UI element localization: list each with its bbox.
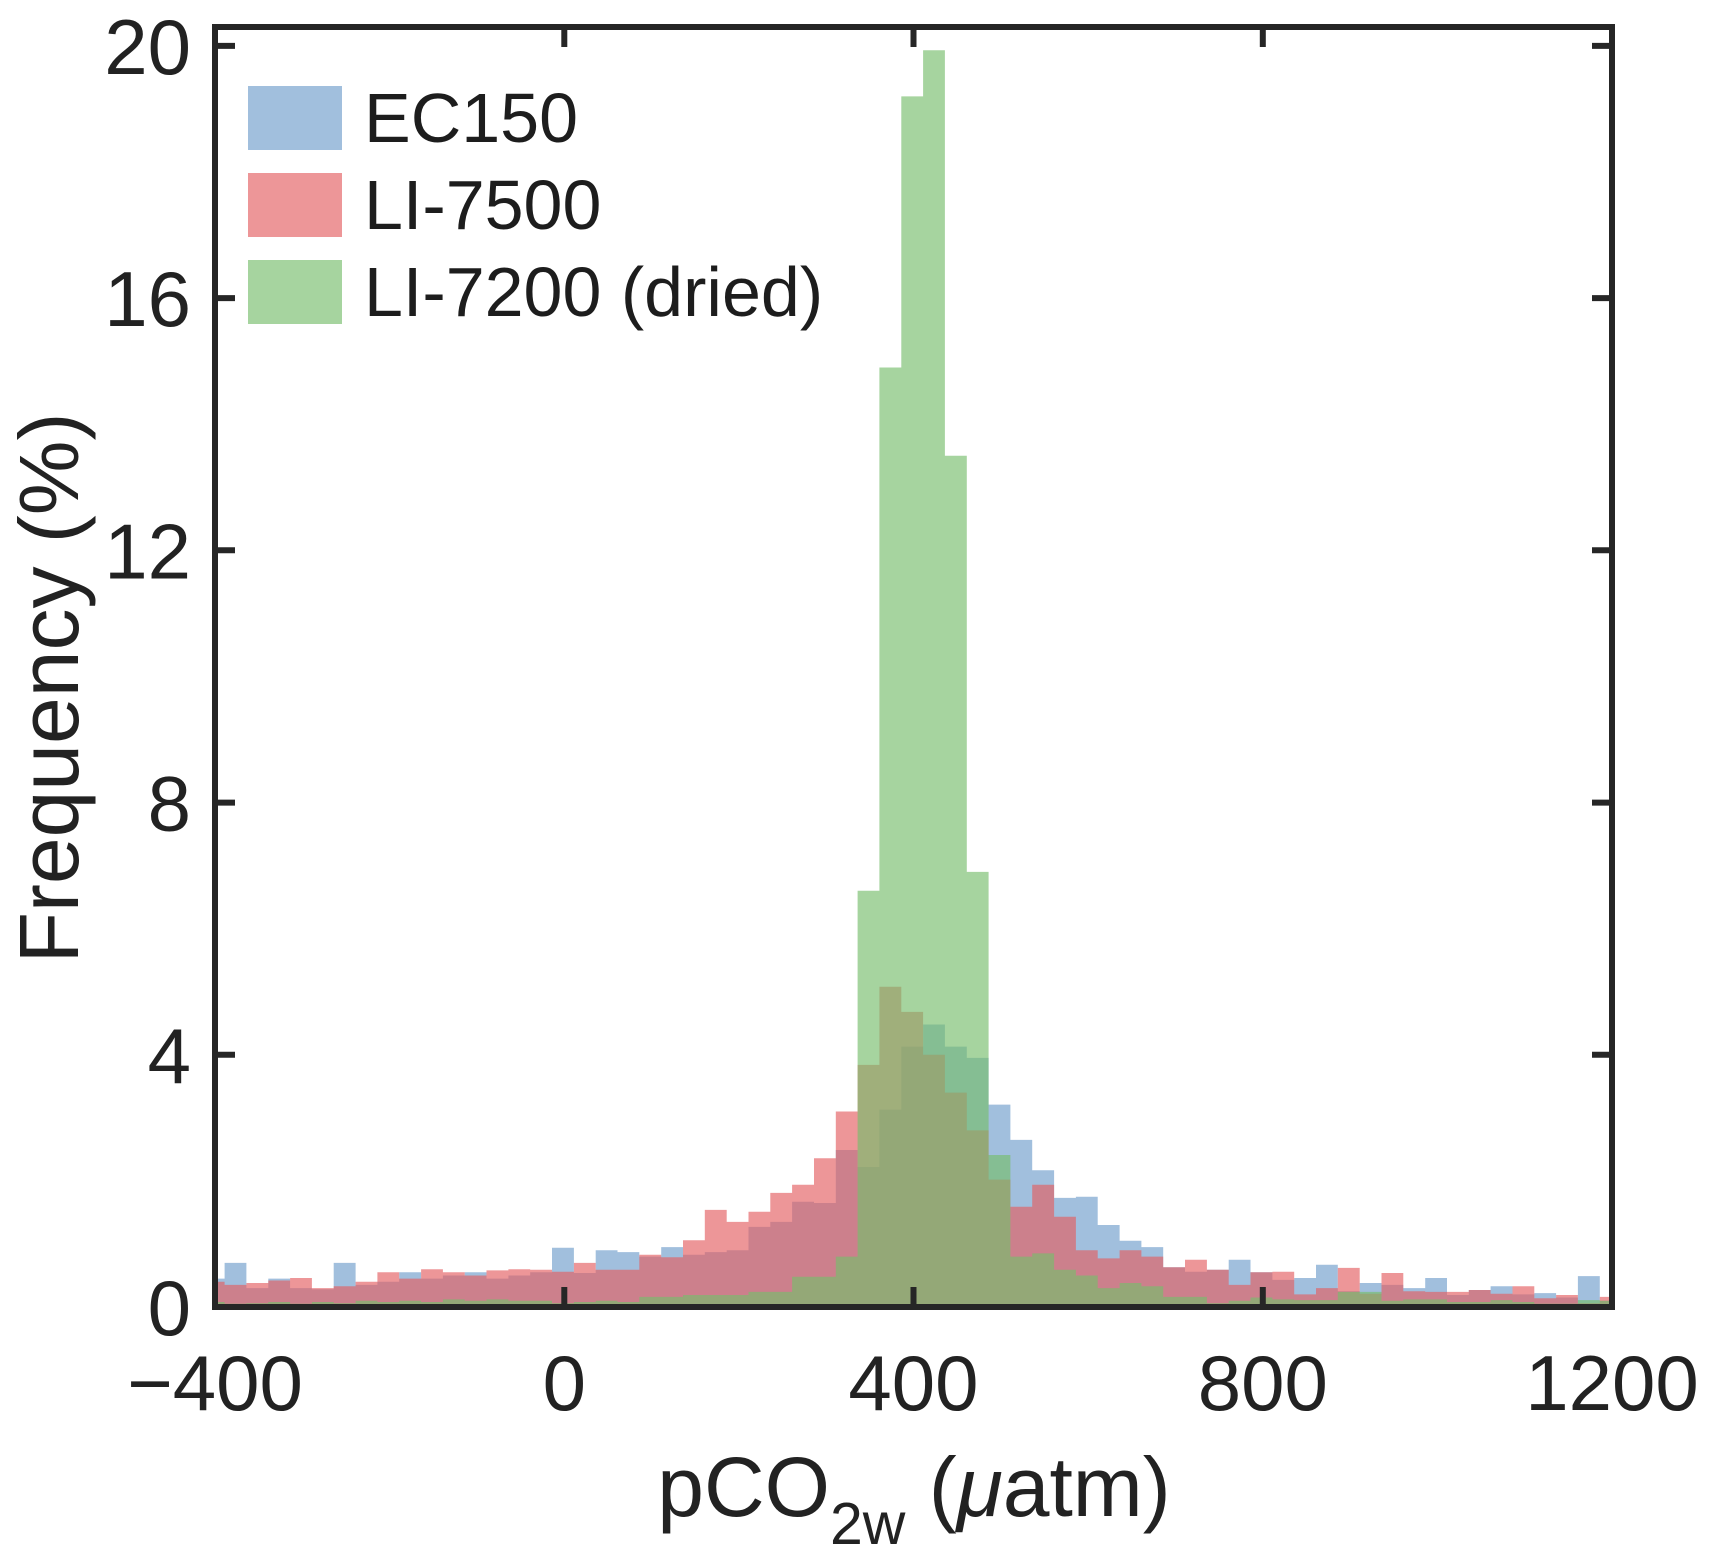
x-axis-label-unit-close: atm) xyxy=(1003,1440,1171,1534)
x-axis-label: pCO2w (μatm) xyxy=(657,1440,1170,1557)
x-axis-label-mu: μ xyxy=(955,1440,1003,1534)
x-tick-label: 1200 xyxy=(1525,1339,1699,1427)
x-tick-label: 400 xyxy=(848,1339,978,1427)
legend: EC150 LI-7500 LI-7200 (dried) xyxy=(248,79,824,331)
legend-label-li7200: LI-7200 (dried) xyxy=(364,253,824,331)
x-tick-label: 0 xyxy=(543,1339,586,1427)
y-tick-label: 8 xyxy=(148,760,191,848)
x-tick-label: 800 xyxy=(1198,1339,1328,1427)
legend-swatch-li7500 xyxy=(248,173,342,237)
legend-item-li7500: LI-7500 xyxy=(248,166,823,244)
legend-item-li7200: LI-7200 (dried) xyxy=(248,253,824,331)
x-axis-label-main: pCO xyxy=(657,1440,830,1534)
series-li-7200-dried xyxy=(215,50,1612,1307)
histogram-bars xyxy=(215,50,1612,1307)
y-tick-label: 4 xyxy=(148,1012,191,1100)
y-tick-label: 0 xyxy=(148,1264,191,1352)
legend-label-ec150: EC150 xyxy=(364,79,579,157)
legend-label-li7500: LI-7500 xyxy=(364,166,602,244)
x-axis-label-subscript: 2w xyxy=(830,1491,906,1557)
legend-swatch-ec150 xyxy=(248,86,342,150)
x-tick-label: −400 xyxy=(127,1339,303,1427)
y-tick-label: 16 xyxy=(104,255,191,343)
x-axis-label-unit-open: ( xyxy=(905,1440,956,1534)
y-tick-label: 20 xyxy=(104,3,191,91)
y-tick-label: 12 xyxy=(104,507,191,595)
legend-swatch-li7200 xyxy=(248,260,342,324)
y-axis-label: Frequency (%) xyxy=(2,413,96,964)
legend-item-ec150: EC150 xyxy=(248,79,823,157)
